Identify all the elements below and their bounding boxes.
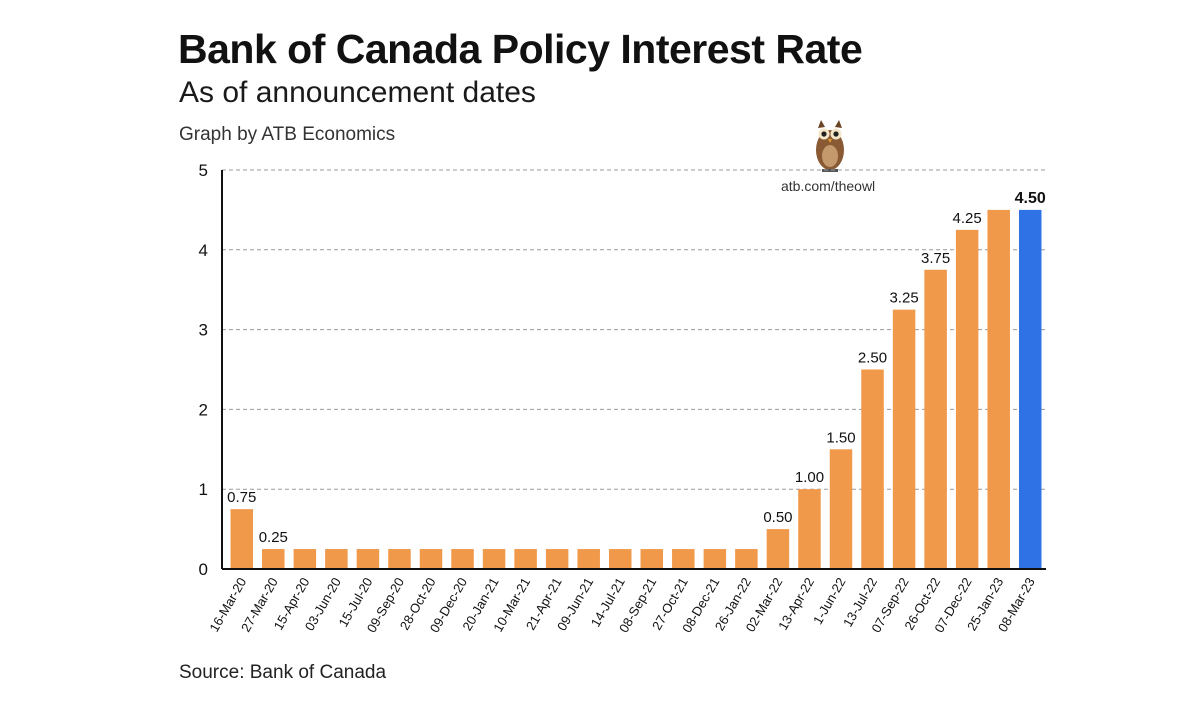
bar (545, 549, 569, 569)
data-label: 3.25 (889, 290, 918, 307)
y-tick-label: 0 (199, 560, 208, 579)
bar (262, 549, 285, 569)
data-label: 0.50 (763, 509, 792, 526)
data-label: 1.00 (795, 469, 824, 486)
y-tick-label: 4 (199, 241, 208, 260)
brand-url: atb.com/theowl (781, 178, 876, 194)
bar (230, 509, 254, 569)
bar (482, 549, 506, 569)
bar (955, 229, 979, 569)
bar (419, 549, 443, 569)
y-tick-label: 5 (199, 161, 208, 180)
y-tick-label: 2 (199, 400, 208, 419)
bar (325, 549, 348, 569)
bar (388, 549, 411, 569)
bar (735, 549, 758, 569)
source-note: Source: Bank of Canada (179, 662, 387, 683)
bar (577, 549, 600, 569)
bar (293, 549, 317, 569)
y-tick-label: 1 (199, 480, 208, 499)
bar (829, 449, 853, 569)
bar (451, 549, 474, 569)
bar (987, 209, 1010, 569)
bar (703, 549, 727, 569)
data-label: 4.50 (1015, 190, 1046, 207)
data-label: 0.75 (227, 489, 256, 506)
data-label: 0.25 (259, 529, 288, 546)
bar (861, 369, 884, 569)
graph-credit: Graph by ATB Economics (179, 124, 396, 145)
bar (892, 309, 916, 569)
data-label: 4.25 (953, 210, 982, 227)
bar (798, 489, 821, 569)
bar (356, 549, 380, 569)
bar (672, 549, 695, 569)
bar (1018, 209, 1042, 569)
chart-subtitle: As of announcement dates (179, 76, 536, 109)
chart-title: Bank of Canada Policy Interest Rate (178, 26, 863, 72)
bar (924, 269, 947, 569)
data-label: 2.50 (858, 350, 887, 367)
bar (514, 549, 537, 569)
bar (640, 549, 664, 569)
owl-icon (812, 118, 848, 177)
data-label: 1.50 (826, 429, 855, 446)
data-label: 3.75 (921, 250, 950, 267)
bar (608, 549, 632, 569)
bar (766, 529, 790, 569)
y-tick-label: 3 (199, 321, 208, 340)
